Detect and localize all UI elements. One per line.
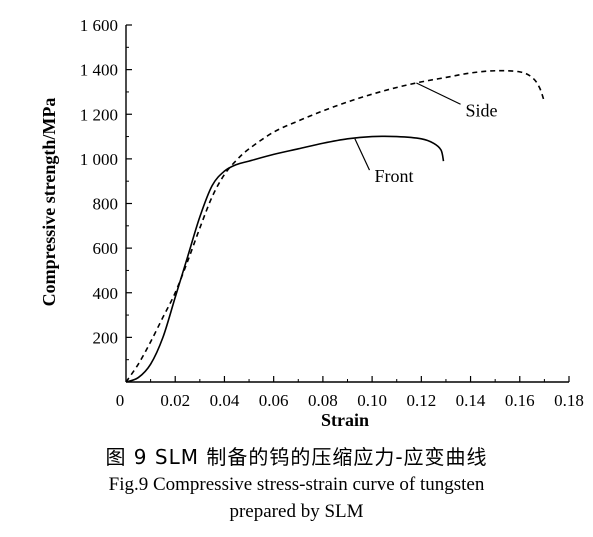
y-tick-label: 1 200 [80, 105, 118, 124]
y-tick-label: 1 000 [80, 150, 118, 169]
x-tick-label: 0.04 [210, 391, 240, 410]
x-tick-label: 0.08 [308, 391, 338, 410]
x-tick-label: 0 [116, 391, 125, 410]
y-tick-label: 600 [93, 239, 119, 258]
series-label-side: Side [466, 100, 498, 120]
x-tick-label: 0.18 [554, 391, 584, 410]
x-tick-label: 0.02 [160, 391, 190, 410]
y-tick-label: 1 600 [80, 16, 118, 35]
y-tick-label: 400 [93, 284, 119, 303]
leader-line-front [354, 138, 371, 171]
y-tick-label: 200 [93, 328, 119, 347]
chart-figure: 0 0.02 0.04 0.06 0.08 0.10 0.12 0.14 0.16 0.18 200… [39, 16, 584, 430]
y-axis-label: Compressive strength/MPa [39, 98, 59, 307]
series-line-side [125, 69, 546, 383]
x-tick-label: 0.10 [357, 391, 387, 410]
figure-caption-english-line1: Fig.9 Compressive stress-strain curve of… [108, 474, 485, 495]
series-label-front: Front [374, 166, 413, 186]
y-tick-label: 1 400 [80, 61, 118, 80]
x-tick-label: 0.16 [505, 391, 535, 410]
stress-strain-chart: 0 0.02 0.04 0.06 0.08 0.10 0.12 0.14 0.16 0.18 200… [39, 16, 584, 430]
figure-caption-english-line2: prepared by SLM [229, 501, 364, 522]
x-tick-label: 0.06 [259, 391, 289, 410]
y-tick-label: 800 [93, 195, 119, 214]
x-tick-label: 0.12 [406, 391, 436, 410]
leader-line-side [416, 82, 461, 105]
x-axis-label: Strain [321, 410, 369, 430]
series-line-front [125, 135, 445, 383]
figure-caption-chinese: 图 9 SLM 制备的钨的压缩应力-应变曲线 [105, 445, 488, 469]
x-tick-label: 0.14 [456, 391, 486, 410]
